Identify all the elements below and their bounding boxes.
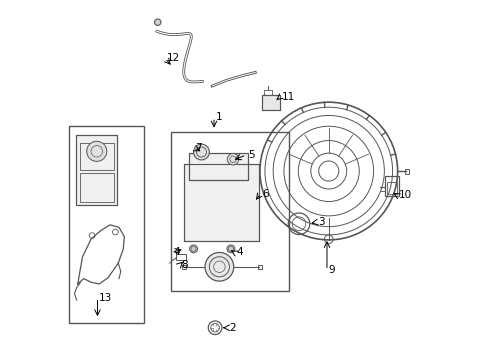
Text: 4: 4	[236, 247, 243, 257]
Circle shape	[226, 245, 234, 253]
Bar	[261, 95, 279, 110]
Circle shape	[154, 19, 161, 26]
Text: 1: 1	[215, 112, 222, 122]
Text: 6: 6	[262, 189, 268, 199]
Text: 11: 11	[282, 92, 295, 102]
Text: 5: 5	[247, 150, 254, 160]
Text: 3: 3	[317, 217, 324, 227]
Text: 4: 4	[173, 247, 180, 257]
Bar	[80, 143, 113, 170]
Bar	[384, 176, 399, 196]
Text: 7: 7	[195, 143, 202, 153]
Bar	[244, 197, 255, 207]
Circle shape	[86, 141, 106, 161]
Bar	[176, 254, 186, 260]
Bar	[76, 135, 117, 205]
Text: 8: 8	[181, 260, 187, 270]
Bar	[183, 164, 258, 241]
Circle shape	[193, 144, 209, 160]
Bar	[386, 182, 396, 194]
Bar	[404, 168, 408, 174]
Bar	[182, 265, 185, 269]
Bar	[171, 132, 289, 291]
Text: 2: 2	[228, 323, 235, 333]
Bar	[76, 135, 117, 205]
Bar	[264, 90, 271, 95]
Circle shape	[189, 245, 197, 253]
Text: 10: 10	[398, 190, 411, 200]
Circle shape	[204, 252, 233, 281]
Bar	[261, 95, 279, 110]
Text: 13: 13	[99, 293, 112, 303]
Text: 12: 12	[166, 53, 180, 63]
Bar	[69, 126, 144, 323]
Bar	[188, 153, 247, 180]
Bar	[80, 173, 113, 202]
Bar	[188, 153, 247, 180]
Text: 9: 9	[328, 265, 335, 275]
Circle shape	[227, 153, 238, 165]
Bar	[183, 164, 258, 241]
Bar	[258, 265, 262, 269]
